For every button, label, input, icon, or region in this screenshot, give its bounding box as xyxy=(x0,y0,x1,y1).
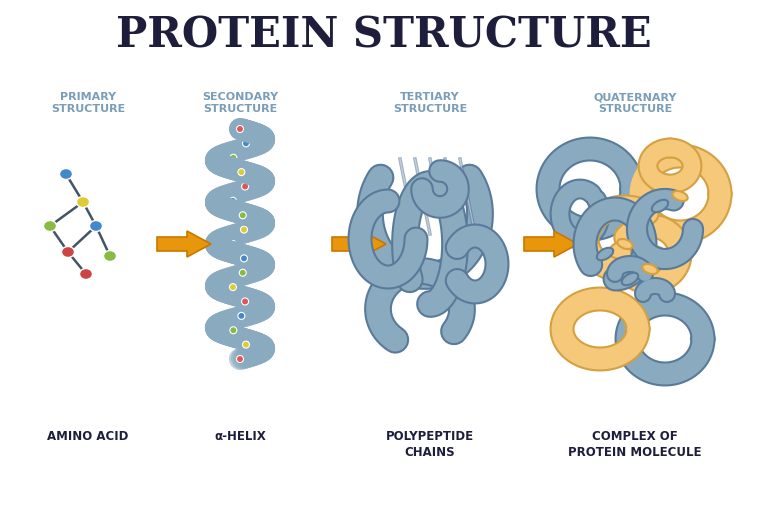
Ellipse shape xyxy=(672,191,687,201)
Ellipse shape xyxy=(61,246,74,258)
FancyArrow shape xyxy=(157,231,211,257)
Circle shape xyxy=(238,168,245,176)
Text: PROTEIN STRUCTURE: PROTEIN STRUCTURE xyxy=(116,14,652,56)
Text: TERTIARY
STRUCTURE: TERTIARY STRUCTURE xyxy=(393,92,467,114)
Circle shape xyxy=(242,298,249,305)
Circle shape xyxy=(240,269,247,276)
Circle shape xyxy=(230,154,237,161)
Circle shape xyxy=(230,284,237,291)
FancyArrow shape xyxy=(332,231,386,257)
Circle shape xyxy=(243,341,250,348)
Ellipse shape xyxy=(622,273,638,285)
Text: AMINO ACID: AMINO ACID xyxy=(48,430,129,443)
Ellipse shape xyxy=(652,200,668,212)
Ellipse shape xyxy=(617,239,633,249)
Circle shape xyxy=(238,312,245,319)
Circle shape xyxy=(243,140,250,147)
Circle shape xyxy=(237,125,243,133)
Text: QUATERNARY
STRUCTURE: QUATERNARY STRUCTURE xyxy=(594,92,677,114)
Ellipse shape xyxy=(59,168,72,180)
Circle shape xyxy=(242,183,249,190)
Ellipse shape xyxy=(642,264,657,274)
Circle shape xyxy=(240,226,247,233)
Text: SECONDARY
STRUCTURE: SECONDARY STRUCTURE xyxy=(202,92,278,114)
Circle shape xyxy=(230,241,237,247)
Circle shape xyxy=(240,212,247,219)
Ellipse shape xyxy=(597,248,613,260)
Text: COMPLEX OF
PROTEIN MOLECULE: COMPLEX OF PROTEIN MOLECULE xyxy=(568,430,702,459)
Ellipse shape xyxy=(77,197,90,207)
Text: POLYPEPTIDE
CHAINS: POLYPEPTIDE CHAINS xyxy=(386,430,474,459)
Ellipse shape xyxy=(80,268,92,280)
Circle shape xyxy=(230,327,237,334)
Text: PRIMARY
STRUCTURE: PRIMARY STRUCTURE xyxy=(51,92,125,114)
Circle shape xyxy=(240,255,247,262)
Ellipse shape xyxy=(104,250,117,262)
Circle shape xyxy=(230,197,237,204)
Ellipse shape xyxy=(44,221,57,231)
Text: α-HELIX: α-HELIX xyxy=(214,430,266,443)
Circle shape xyxy=(237,355,243,362)
FancyArrow shape xyxy=(524,231,578,257)
Ellipse shape xyxy=(90,221,102,231)
